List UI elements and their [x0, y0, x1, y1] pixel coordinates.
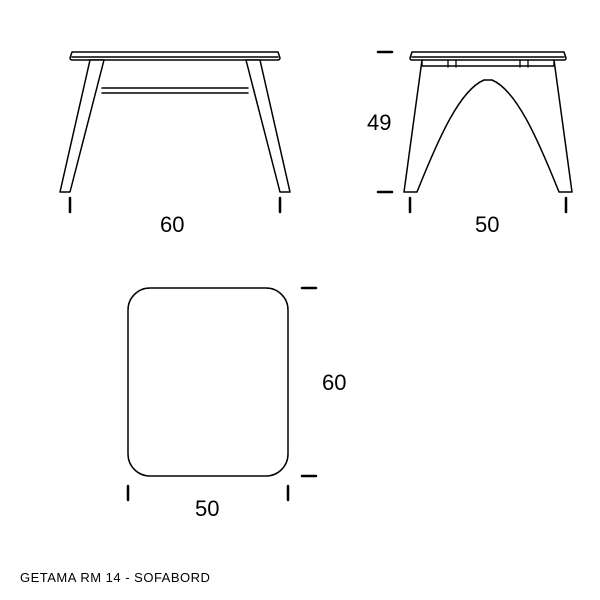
dim-top-length: 60 [322, 370, 346, 396]
dim-width-side: 50 [475, 212, 499, 238]
technical-drawing [0, 0, 600, 600]
drawing-caption: GETAMA RM 14 - SOFABORD [20, 570, 210, 585]
dim-width-front: 60 [160, 212, 184, 238]
dim-height-side: 49 [367, 110, 391, 136]
dim-top-width: 50 [195, 496, 219, 522]
